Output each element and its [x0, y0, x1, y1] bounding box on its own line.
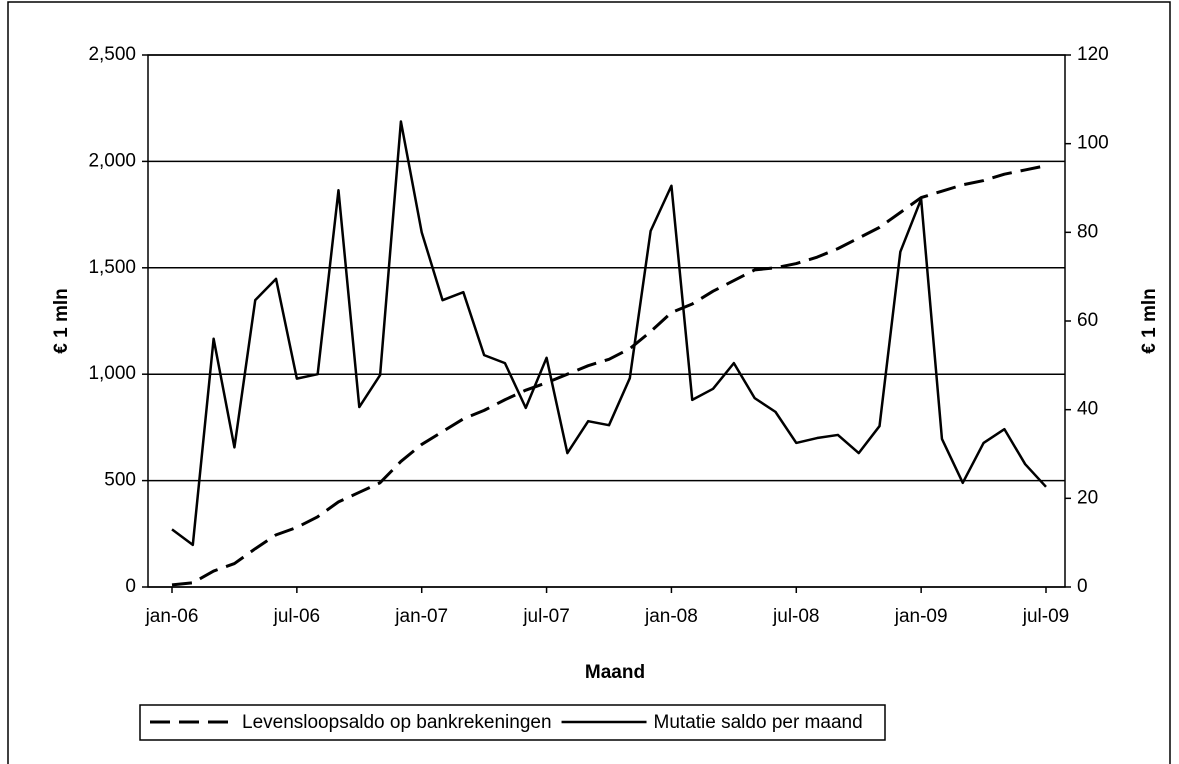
y-tick-label: 500 [104, 470, 136, 491]
x-tick-label: jan-06 [145, 606, 199, 627]
plot-area-border [147, 54, 1066, 588]
chart-border [7, 1, 1171, 764]
y2-tick-label: 120 [1077, 44, 1109, 65]
y-tick-label: 2,000 [88, 150, 136, 171]
x-tick-label: jan-08 [644, 606, 698, 627]
y-tick-label: 0 [125, 576, 136, 597]
y-axis-title: € 1 mln [51, 288, 72, 353]
y-tick-label: 1,000 [88, 363, 136, 384]
x-tick-label: jan-09 [894, 606, 948, 627]
x-tick-label: jul-06 [273, 606, 320, 627]
series-line [171, 120, 1047, 547]
series-line [171, 164, 1047, 587]
x-tick-label: jul-07 [522, 606, 569, 627]
legend-label: Mutatie saldo per maand [654, 712, 863, 733]
y-tick-label: 1,500 [88, 257, 136, 278]
y2-tick-label: 100 [1077, 133, 1109, 154]
x-axis-title: Maand [585, 662, 645, 683]
legend-box [139, 704, 886, 741]
x-tick-label: jul-08 [772, 606, 819, 627]
x-tick-label: jan-07 [394, 606, 448, 627]
y2-tick-label: 20 [1077, 487, 1098, 508]
x-tick-label: jul-09 [1022, 606, 1069, 627]
y2-tick-label: 40 [1077, 399, 1098, 420]
y-tick-label: 2,500 [88, 44, 136, 65]
y2-tick-label: 0 [1077, 576, 1088, 597]
y2-tick-label: 80 [1077, 221, 1098, 242]
legend-label: Levensloopsaldo op bankrekeningen [242, 712, 552, 733]
y2-tick-label: 60 [1077, 310, 1098, 331]
y2-axis-title: € 1 mln [1139, 288, 1160, 353]
